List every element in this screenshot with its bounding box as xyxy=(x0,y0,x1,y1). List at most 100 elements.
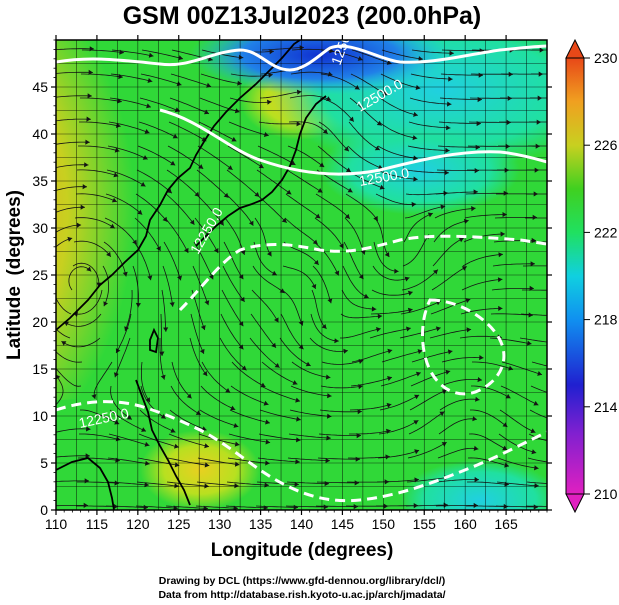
streamline-arrowhead xyxy=(407,290,413,296)
streamline-arrowhead xyxy=(135,302,141,308)
streamline xyxy=(105,193,143,215)
streamline xyxy=(526,481,547,484)
streamline-arrowhead xyxy=(231,136,237,142)
streamline-arrowhead xyxy=(600,362,604,367)
streamline-arrowhead xyxy=(56,374,61,380)
streamline xyxy=(439,97,483,100)
streamline xyxy=(255,505,299,508)
streamline-arrowhead xyxy=(594,191,598,196)
streamline-arrowhead xyxy=(145,397,150,403)
streamline xyxy=(230,385,269,405)
streamline-arrowhead xyxy=(109,223,115,229)
streamline-arrowhead xyxy=(497,277,503,283)
streamline-arrowhead xyxy=(113,372,119,378)
streamline-arrowhead xyxy=(163,327,169,332)
x-tick-label: 160 xyxy=(453,516,477,532)
streamline xyxy=(435,505,479,507)
streamline-arrowhead xyxy=(269,49,274,55)
streamline xyxy=(255,193,287,223)
streamline xyxy=(160,313,163,357)
streamline xyxy=(309,337,348,352)
streamline-arrowhead xyxy=(296,437,301,443)
streamline-arrowhead xyxy=(593,215,597,220)
streamline xyxy=(282,265,316,290)
streamline-arrowhead xyxy=(274,363,280,368)
streamline xyxy=(226,481,269,486)
streamline-arrowhead xyxy=(73,311,78,317)
streamline xyxy=(519,337,547,343)
streamline xyxy=(315,505,358,507)
streamline-arrowhead xyxy=(170,428,176,433)
streamline xyxy=(439,398,480,411)
streamline-arrowhead xyxy=(533,504,538,510)
streamline xyxy=(340,313,383,319)
streamline xyxy=(471,385,511,399)
streamline-arrowhead xyxy=(240,296,245,302)
streamline-arrowhead xyxy=(465,298,471,304)
streamline xyxy=(56,505,88,507)
x-tick-label: 120 xyxy=(126,516,150,532)
streamline-arrowhead xyxy=(444,170,449,176)
x-tick-label: 150 xyxy=(372,516,396,532)
streamline xyxy=(136,169,173,194)
streamline-arrowhead xyxy=(559,313,563,318)
x-tick-label: 140 xyxy=(290,516,314,532)
streamline-arrowhead xyxy=(322,128,328,134)
streamline xyxy=(465,192,509,195)
streamline xyxy=(76,169,119,177)
streamline-arrowhead xyxy=(588,338,592,343)
streamline xyxy=(56,351,83,363)
streamline-arrowhead xyxy=(531,449,537,455)
streamline xyxy=(409,97,452,105)
streamline-arrowhead xyxy=(172,133,178,139)
streamline-arrowhead xyxy=(292,380,298,385)
streamline xyxy=(371,289,413,296)
streamline xyxy=(281,289,304,326)
streamline-arrowhead xyxy=(126,414,132,420)
streamline-arrowhead xyxy=(473,502,478,508)
streamline xyxy=(223,241,244,280)
streamline xyxy=(260,385,301,402)
streamline-arrowhead xyxy=(427,212,433,218)
streamline xyxy=(225,193,254,226)
streamline-arrowhead xyxy=(86,426,91,432)
x-tick-label: 135 xyxy=(249,516,273,532)
streamline xyxy=(435,191,478,195)
streamline-arrowhead xyxy=(595,480,599,485)
streamline xyxy=(196,169,229,198)
streamline xyxy=(56,95,92,98)
streamline xyxy=(310,313,339,342)
streamline xyxy=(380,372,421,387)
streamline xyxy=(379,394,420,411)
streamline xyxy=(520,313,547,316)
streamline xyxy=(109,409,147,432)
streamline xyxy=(492,263,535,267)
streamline-arrowhead xyxy=(597,435,601,440)
streamline-arrowhead xyxy=(591,264,595,269)
streamline-arrowhead xyxy=(413,176,418,182)
streamline-arrowhead xyxy=(360,249,366,255)
streamline xyxy=(436,169,479,171)
streamline-arrowhead xyxy=(238,274,244,280)
streamline-arrowhead xyxy=(178,55,183,61)
streamline xyxy=(137,145,176,166)
streamline xyxy=(74,217,116,229)
streamline-arrowhead xyxy=(170,160,176,166)
streamline-arrowhead xyxy=(530,428,536,434)
y-axis-label: Latitude (degrees) xyxy=(4,190,25,360)
streamline-arrowhead xyxy=(296,89,302,95)
streamline xyxy=(402,234,430,267)
streamline xyxy=(78,145,120,152)
streamline-arrowhead xyxy=(147,78,153,83)
streamline xyxy=(434,207,476,219)
streamline xyxy=(167,457,210,466)
streamline-arrowhead xyxy=(167,188,172,194)
y-tick-label: 20 xyxy=(32,314,48,330)
colorbar-top-arrow xyxy=(565,38,585,59)
streamline xyxy=(460,308,503,315)
streamline-arrowhead xyxy=(413,155,418,161)
streamline-arrowhead xyxy=(325,457,330,464)
streamline-arrowhead xyxy=(267,99,272,105)
streamline-arrowhead xyxy=(433,269,438,275)
field-cyan-south xyxy=(400,460,547,510)
